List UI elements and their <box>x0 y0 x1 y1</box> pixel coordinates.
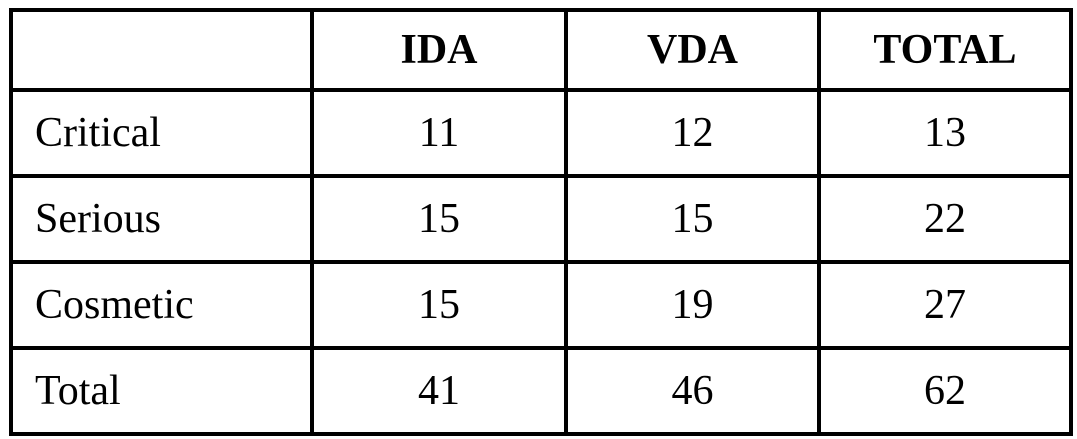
cell-serious-total: 22 <box>817 174 1073 264</box>
table-row: Total 41 46 62 <box>9 346 1073 436</box>
header-cell-empty <box>9 8 314 92</box>
cell-cosmetic-vda: 19 <box>564 260 821 350</box>
cell-critical-ida: 11 <box>310 88 568 178</box>
cell-total-vda: 46 <box>564 346 821 436</box>
cell-serious-vda: 15 <box>564 174 821 264</box>
row-label-total: Total <box>9 346 314 436</box>
table-row: Serious 15 15 22 <box>9 174 1073 264</box>
header-cell-total: TOTAL <box>817 8 1073 92</box>
severity-table: IDA VDA TOTAL Critical 11 12 13 Serious … <box>9 8 1073 436</box>
row-label-critical: Critical <box>9 88 314 178</box>
row-label-serious: Serious <box>9 174 314 264</box>
cell-total-total: 62 <box>817 346 1073 436</box>
cell-cosmetic-total: 27 <box>817 260 1073 350</box>
cell-cosmetic-ida: 15 <box>310 260 568 350</box>
cell-critical-vda: 12 <box>564 88 821 178</box>
header-cell-vda: VDA <box>564 8 821 92</box>
table-row: Critical 11 12 13 <box>9 88 1073 178</box>
header-cell-ida: IDA <box>310 8 568 92</box>
row-label-cosmetic: Cosmetic <box>9 260 314 350</box>
table-header-row: IDA VDA TOTAL <box>9 8 1073 92</box>
cell-critical-total: 13 <box>817 88 1073 178</box>
table-row: Cosmetic 15 19 27 <box>9 260 1073 350</box>
cell-serious-ida: 15 <box>310 174 568 264</box>
cell-total-ida: 41 <box>310 346 568 436</box>
